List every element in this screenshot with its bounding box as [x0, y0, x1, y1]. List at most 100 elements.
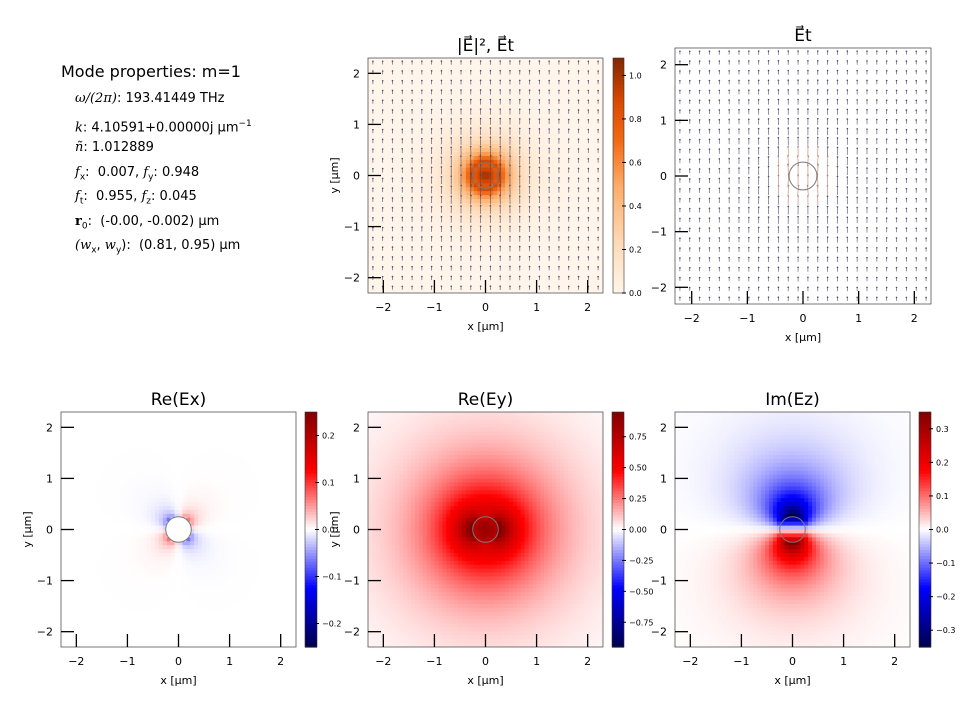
x-tick-label: −1 — [733, 655, 749, 668]
index-line: ñ: 1.012889 — [75, 140, 154, 155]
colorbar-tick-label: 0.4 — [629, 202, 642, 211]
colorbar-tick-label: 0.6 — [629, 158, 642, 167]
colorbar-tick-label: 0.0 — [322, 526, 335, 535]
x-axis-label: x [μm] — [160, 674, 196, 687]
y-tick-label: 1 — [660, 472, 667, 485]
x-axis-label: x [μm] — [785, 331, 821, 344]
colorbar: 0.2 0.1 0.0 −0.1 −0.2 — [304, 411, 341, 648]
panel-im_ez: −2 −1 0 1 2 −2 −1 0 1 2 Im(Ez) x [μm] 0.3 0.2 0.1 0.0 −0… — [651, 390, 956, 687]
colorbar-tick-label: −0.25 — [629, 556, 654, 565]
r0-line: r0: (-0.00, -0.002) μm — [75, 213, 220, 232]
x-tick-label: −2 — [684, 312, 700, 325]
colorbar-tick-label: 0.25 — [629, 495, 647, 504]
x-tick-label: 2 — [584, 655, 591, 668]
y-tick-label: −2 — [651, 626, 667, 639]
colorbar-tick-label: 0.0 — [936, 526, 949, 535]
colorbar-tick-label: −0.50 — [629, 587, 654, 596]
colorbar-tick-label: 0.3 — [936, 425, 949, 434]
y-axis-label: y [μm] — [328, 511, 341, 547]
core-circle — [472, 516, 499, 543]
y-tick-label: −1 — [651, 575, 667, 588]
y-tick-label: 0 — [46, 524, 53, 537]
x-axis-label: x [μm] — [467, 674, 503, 687]
y-tick-label: −1 — [651, 226, 667, 239]
plot-area-re_ey — [368, 412, 603, 647]
y-tick-label: 0 — [353, 524, 360, 537]
x-tick-label: 2 — [584, 301, 591, 314]
y-tick-label: 2 — [46, 421, 53, 434]
axes-frame — [674, 47, 932, 305]
colorbar: 0.3 0.2 0.1 0.0 −0.1 −0.2 −0.3 — [918, 411, 955, 648]
colorbar-tick-label: −0.1 — [936, 559, 955, 568]
plot-area-intensity — [368, 58, 603, 293]
colorbar-tick-label: 0.0 — [629, 289, 642, 298]
colorbar-tick-label: 0.1 — [936, 492, 949, 501]
core-fill — [165, 516, 192, 543]
colorbar-tick-label: 0.2 — [322, 432, 335, 441]
y-tick-label: 1 — [353, 118, 360, 131]
x-tick-label: 1 — [533, 655, 540, 668]
y-tick-label: 2 — [660, 421, 667, 434]
panel-re_ey: −2 −1 0 1 2 −2 −1 0 1 2 Re(Ey) x [μm] y [μm] 0.75 0.50… — [328, 390, 654, 687]
panel-title: Im(Ez) — [765, 390, 820, 410]
x-tick-label: −1 — [119, 655, 135, 668]
ft-fz-line: ft: 0.955, fz: 0.045 — [75, 189, 197, 207]
x-tick-label: 1 — [533, 301, 540, 314]
colorbar-tick-label: −0.2 — [936, 593, 955, 602]
colorbar: 0.75 0.50 0.25 0.00 −0.25 −0.50 −0.75 — [611, 411, 654, 648]
y-tick-label: −1 — [37, 575, 53, 588]
colorbar-tick-label: −0.1 — [322, 573, 341, 582]
colorbar-tick-label: 0.8 — [629, 115, 642, 124]
colorbar: 0.0 0.2 0.4 0.6 0.8 1.0 — [612, 57, 642, 298]
x-tick-label: −2 — [375, 655, 391, 668]
y-tick-label: 1 — [353, 472, 360, 485]
x-tick-label: 0 — [482, 655, 489, 668]
colorbar-frame — [612, 57, 625, 294]
x-axis-label: x [μm] — [774, 674, 810, 687]
x-tick-label: −1 — [426, 655, 442, 668]
x-tick-label: −1 — [739, 312, 755, 325]
colorbar-tick-label: 0.2 — [629, 245, 642, 254]
colorbar-tick-label: 0.2 — [936, 458, 949, 467]
y-tick-label: 1 — [46, 472, 53, 485]
x-tick-label: −1 — [426, 301, 442, 314]
x-tick-label: 0 — [789, 655, 796, 668]
y-tick-label: 0 — [353, 170, 360, 183]
colorbar-tick-label: 0.75 — [629, 433, 647, 442]
y-tick-label: 0 — [660, 170, 667, 183]
frequency-line: ω/(2π): 193.41449 THz — [75, 91, 225, 106]
colorbar-tick-label: 1.0 — [629, 71, 642, 80]
panel-title: E⃗t — [794, 24, 812, 46]
colorbar-tick-label: −0.75 — [629, 618, 654, 627]
y-tick-label: 2 — [353, 67, 360, 80]
plot-area-quiver — [679, 50, 927, 301]
x-tick-label: 0 — [800, 312, 807, 325]
y-tick-label: −2 — [37, 626, 53, 639]
wavenumber-line: k: 4.10591+0.00000j μm−1 — [75, 118, 252, 135]
colorbar-tick-label: −0.2 — [322, 620, 341, 629]
x-tick-label: −2 — [682, 655, 698, 668]
core-circle — [779, 516, 806, 543]
x-tick-label: 1 — [855, 312, 862, 325]
mode-width-line: (wx, wy): (0.81, 0.95) μm — [75, 238, 241, 256]
colorbar-tick-label: 0.1 — [322, 479, 335, 488]
y-tick-label: 2 — [660, 59, 667, 72]
y-tick-label: 1 — [660, 114, 667, 127]
x-tick-label: 2 — [277, 655, 284, 668]
panel-title: |E⃗|², E⃗t — [457, 34, 515, 56]
plot-area-im_ez — [675, 412, 910, 647]
x-tick-label: 1 — [840, 655, 847, 668]
colorbar-tick-label: 0.50 — [629, 464, 647, 473]
core-circle — [165, 516, 192, 543]
y-tick-label: −2 — [344, 626, 360, 639]
y-tick-label: −2 — [651, 281, 667, 294]
y-axis-label: y [μm] — [328, 157, 341, 193]
mode-properties-title: Mode properties: m=1 — [61, 62, 241, 81]
y-tick-label: 2 — [353, 421, 360, 434]
quiver-field — [679, 50, 927, 301]
x-tick-label: 0 — [175, 655, 182, 668]
y-tick-label: 0 — [660, 524, 667, 537]
x-tick-label: 2 — [911, 312, 918, 325]
